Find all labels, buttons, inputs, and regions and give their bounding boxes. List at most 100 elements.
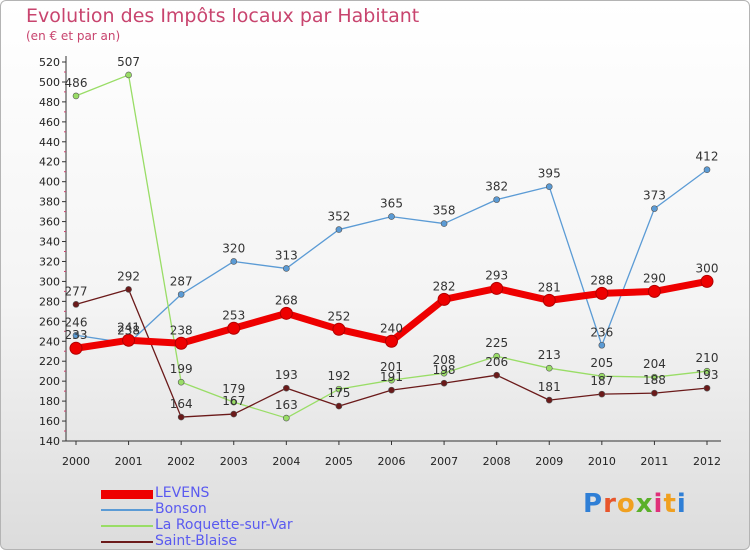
x-tick-label: 2006 [378, 455, 406, 468]
legend-label: Saint-Blaise [155, 533, 238, 549]
data-point [493, 196, 500, 203]
data-point [440, 369, 448, 377]
data-point [388, 376, 395, 384]
data-label: 240 [380, 321, 403, 335]
data-label: 246 [65, 315, 88, 329]
data-point [651, 205, 658, 212]
data-point [332, 322, 346, 336]
data-label: 225 [485, 336, 508, 350]
x-tick-label: 2005 [325, 455, 353, 468]
data-point [125, 71, 132, 79]
data-point [69, 341, 83, 355]
data-point [125, 286, 132, 293]
data-label: 287 [170, 274, 193, 288]
data-point [335, 402, 343, 410]
x-tick-label: 2010 [588, 455, 616, 468]
data-point [72, 301, 80, 308]
logo-letter: P [583, 489, 604, 519]
data-point [598, 390, 606, 398]
y-tick-label: 400 [39, 176, 60, 189]
y-tick-label: 200 [39, 375, 60, 388]
data-label: 181 [538, 380, 561, 394]
data-point [72, 331, 80, 339]
x-tick-label: 2011 [640, 455, 668, 468]
y-tick-label: 220 [39, 355, 60, 368]
data-point [545, 364, 553, 372]
x-tick-label: 2000 [62, 455, 90, 468]
data-label: 188 [643, 373, 666, 387]
data-label: 358 [433, 204, 456, 218]
data-point [703, 367, 711, 375]
legend-swatch [101, 541, 153, 543]
y-tick-label: 340 [39, 236, 60, 249]
data-label: 198 [433, 363, 456, 377]
y-tick-label: 460 [39, 116, 60, 129]
data-point [545, 183, 553, 190]
y-tick-label: 140 [39, 435, 60, 448]
data-label: 313 [275, 248, 298, 262]
data-point [490, 281, 504, 295]
y-tick-label: 360 [39, 216, 60, 229]
logo-letter: x [635, 489, 654, 519]
chart-title: Evolution des Impôts locaux par Habitant [26, 5, 420, 27]
y-tick-label: 320 [39, 255, 60, 268]
data-point [227, 321, 241, 335]
data-point [72, 92, 80, 100]
data-point [283, 265, 290, 272]
data-point [437, 292, 451, 306]
legend-swatch [101, 525, 153, 527]
data-label: 193 [696, 368, 719, 382]
data-label: 167 [222, 394, 245, 408]
legend-label: La Roquette-sur-Var [155, 517, 293, 533]
y-tick-label: 520 [39, 56, 60, 69]
data-label: 233 [65, 328, 88, 342]
data-label: 300 [696, 261, 719, 275]
data-point [542, 293, 556, 307]
data-point [230, 258, 238, 265]
logo-letter: i [676, 489, 687, 519]
data-label: 191 [380, 370, 403, 384]
y-tick-label: 160 [39, 415, 60, 428]
data-point [388, 213, 395, 220]
legend-label: LEVENS [155, 485, 210, 501]
legend-swatch [101, 490, 153, 499]
y-tick-label: 260 [39, 315, 60, 328]
data-point [335, 226, 343, 233]
data-point [279, 306, 293, 320]
y-tick-label: 280 [39, 295, 60, 308]
series-points [69, 71, 714, 422]
data-point [230, 410, 238, 418]
legend-swatch [101, 509, 153, 511]
data-label: 288 [590, 273, 613, 287]
data-label: 507 [117, 55, 140, 69]
data-point [440, 379, 448, 387]
data-label: 205 [590, 356, 613, 370]
data-label: 164 [170, 397, 193, 411]
data-point [283, 414, 290, 422]
data-point [651, 389, 658, 397]
axes: 140 160 180 200 220 240 260 280 300 320 340 360 380 4… [39, 56, 721, 468]
data-point [647, 284, 661, 298]
data-label: 290 [643, 271, 666, 285]
data-point [598, 341, 606, 349]
y-tick-label: 240 [39, 335, 60, 348]
data-label: 206 [485, 355, 508, 369]
data-point [177, 413, 185, 421]
y-tick-label: 500 [39, 76, 60, 89]
data-label: 208 [433, 353, 456, 367]
logo-letter: i [653, 489, 664, 519]
data-point [122, 333, 136, 347]
y-tick-label: 300 [39, 275, 60, 288]
data-label: 210 [696, 351, 719, 365]
data-label: 277 [65, 284, 88, 298]
data-label: 238 [170, 323, 193, 337]
data-label: 175 [327, 386, 350, 400]
x-tick-label: 2003 [220, 455, 248, 468]
data-label: 213 [538, 348, 561, 362]
data-label: 320 [222, 241, 245, 255]
data-point [174, 336, 188, 350]
data-point [283, 384, 290, 392]
